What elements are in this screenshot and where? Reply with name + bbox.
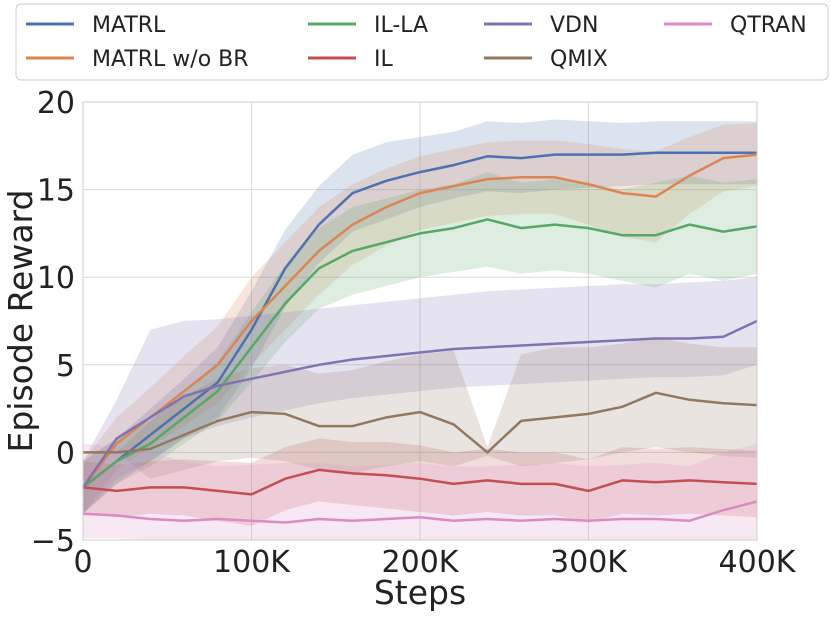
legend-label: MATRL — [92, 13, 166, 38]
band-series-1 — [83, 123, 757, 514]
y-axis-label: Episode Reward — [1, 190, 40, 453]
band-series-5 — [83, 336, 757, 479]
x-tick-label: 400K — [719, 545, 797, 580]
band-series-6 — [83, 443, 757, 540]
legend: MATRL MATRL w/o BR IL-LA IL VDN QMIX QTRAN — [15, 3, 829, 81]
x-tick-label: 100K — [213, 545, 291, 580]
y-tick-label: 20 — [37, 86, 75, 121]
y-tick-label: 0 — [56, 436, 75, 471]
line-series-6 — [82, 500, 758, 524]
legend-label: QMIX — [550, 47, 608, 72]
band-series-2 — [83, 172, 757, 514]
x-tick-label: 200K — [382, 545, 460, 580]
line-series-4 — [81, 319, 758, 489]
x-axis-label: Steps — [374, 573, 466, 612]
line-series-0 — [82, 151, 757, 489]
y-tick-label: 5 — [56, 349, 75, 384]
legend-label: IL — [374, 47, 393, 72]
y-tick-label: −5 — [31, 524, 75, 559]
line-series-1 — [82, 153, 758, 489]
legend-label: QTRAN — [730, 13, 807, 38]
line-series-5 — [83, 391, 758, 454]
band-series-4 — [83, 277, 757, 514]
legend-box — [15, 3, 829, 81]
x-tick-label: 0 — [73, 545, 92, 580]
band-series-3 — [83, 438, 757, 526]
plot-frame — [82, 101, 758, 541]
legend-label: MATRL w/o BR — [92, 47, 249, 72]
line-series-2 — [82, 218, 758, 489]
y-tick-label: 10 — [37, 261, 75, 296]
band-series-0 — [83, 119, 757, 514]
x-tick-label: 300K — [550, 545, 628, 580]
legend-label: VDN — [550, 13, 598, 38]
confidence-bands — [83, 119, 757, 540]
line-series-3 — [82, 468, 758, 496]
y-tick-label: 15 — [37, 174, 75, 209]
legend-label: IL-LA — [374, 13, 428, 38]
series-lines — [81, 151, 758, 524]
